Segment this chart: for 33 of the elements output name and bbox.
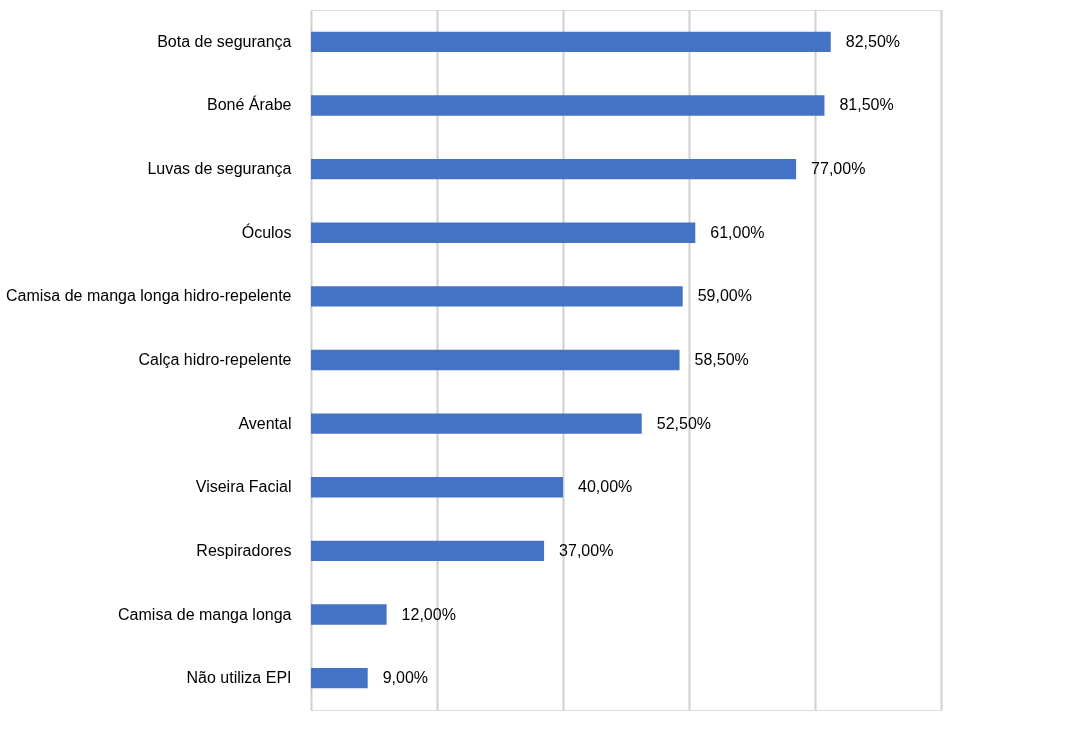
data-label: 9,00% — [382, 669, 429, 687]
bar — [311, 158, 797, 180]
bar — [311, 95, 825, 116]
bar — [311, 31, 831, 52]
y-tick-label: Avental — [238, 414, 292, 432]
y-tick-label: Camisa de manga longa hidro-repelente — [5, 287, 292, 305]
data-label: 58,50% — [694, 351, 749, 368]
bar — [311, 604, 387, 625]
data-label: 52,50% — [656, 414, 712, 432]
data-label: 40,00% — [578, 478, 633, 496]
bar — [311, 668, 368, 689]
data-label: 61,00% — [710, 223, 765, 241]
data-label: 82,50% — [845, 32, 901, 50]
y-tick-label: Viseira Facial — [195, 478, 292, 496]
data-label: 37,00% — [559, 541, 614, 559]
y-tick-label: Óculos — [241, 222, 292, 241]
bar — [311, 349, 680, 371]
bar — [311, 477, 563, 498]
y-tick-label: Bota de segurança — [157, 32, 292, 50]
data-label: 12,00% — [401, 605, 456, 623]
y-tick-label: Boné Árabe — [206, 95, 292, 114]
bar — [311, 413, 642, 434]
data-label: 77,00% — [811, 160, 866, 178]
bar — [311, 222, 696, 243]
bar — [311, 286, 683, 307]
bar — [311, 540, 545, 562]
data-label: 81,50% — [839, 96, 894, 114]
y-tick-label: Calça hidro-repelente — [138, 351, 292, 368]
y-tick-label: Não utiliza EPI — [186, 669, 292, 687]
y-tick-label: Camisa de manga longa — [118, 605, 292, 623]
data-label: 59,00% — [697, 287, 752, 305]
y-tick-label: Luvas de segurança — [147, 160, 292, 178]
y-tick-label: Respiradores — [196, 541, 292, 559]
